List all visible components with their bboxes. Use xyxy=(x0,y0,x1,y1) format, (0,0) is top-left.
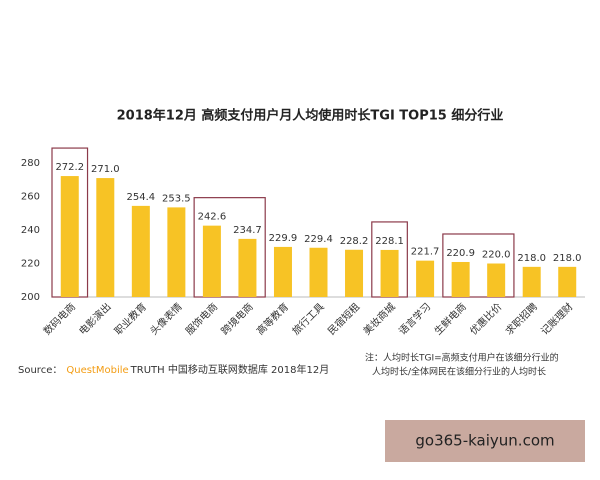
bar xyxy=(96,178,115,297)
value-label: 254.4 xyxy=(127,192,156,203)
value-label: 220.0 xyxy=(482,250,511,261)
bar xyxy=(416,260,435,297)
bar xyxy=(309,247,328,297)
value-label: 218.0 xyxy=(517,253,546,264)
value-label: 228.2 xyxy=(340,236,369,247)
watermark: go365-kaiyun.com xyxy=(415,432,554,450)
source: Source： QuestMobile TRUTH 中国移动互联网数据库 2018年… xyxy=(18,363,329,376)
value-label: 271.0 xyxy=(91,164,120,175)
value-label: 218.0 xyxy=(553,253,582,264)
highlight-frame xyxy=(442,233,515,298)
note-line: 注：人均时长TGI=高频支付用户在该细分行业的 xyxy=(365,352,559,364)
source-label: Source： xyxy=(18,365,62,376)
source-text: TRUTH 中国移动互联网数据库 2018年12月 xyxy=(130,363,330,376)
bar xyxy=(167,207,186,297)
y-tick-label: 240 xyxy=(21,225,40,236)
value-label: 272.2 xyxy=(55,162,84,173)
source-brand: QuestMobile xyxy=(66,365,128,376)
watermark-box xyxy=(385,420,585,462)
bar xyxy=(238,238,257,297)
bar xyxy=(60,176,79,297)
bar xyxy=(380,249,399,297)
value-label: 234.7 xyxy=(233,225,262,236)
bar xyxy=(522,266,541,297)
value-label: 229.4 xyxy=(304,234,333,245)
y-tick-label: 220 xyxy=(21,259,40,270)
highlight-frame xyxy=(193,197,266,298)
bar xyxy=(451,261,470,297)
value-label: 220.9 xyxy=(446,248,475,259)
value-label: 253.5 xyxy=(162,193,191,204)
chart-title: 2018年12月 高频支付用户月人均使用时长TGI TOP15 细分行业 xyxy=(117,108,504,124)
note-line: 人均时长/全体网民在该细分行业的人均时长 xyxy=(372,366,546,378)
bar xyxy=(345,249,364,297)
chart-card xyxy=(0,90,600,390)
y-tick-label: 200 xyxy=(21,292,40,303)
bar xyxy=(558,266,577,297)
bar xyxy=(273,246,292,297)
value-label: 228.1 xyxy=(375,236,404,247)
value-label: 221.7 xyxy=(411,247,440,258)
y-tick-label: 260 xyxy=(21,192,40,203)
bar xyxy=(202,225,221,297)
value-label: 229.9 xyxy=(269,233,298,244)
bar xyxy=(487,263,506,297)
value-label: 242.6 xyxy=(198,212,227,223)
y-tick-label: 280 xyxy=(21,158,40,169)
bar xyxy=(131,205,150,297)
